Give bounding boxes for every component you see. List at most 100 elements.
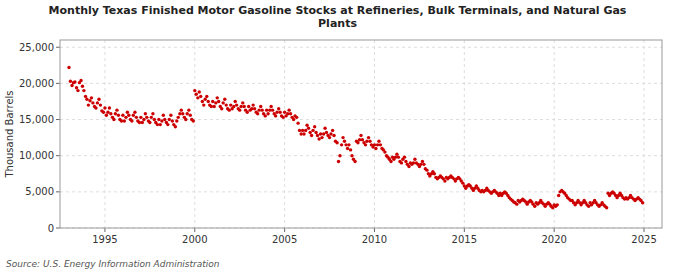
point xyxy=(76,89,79,92)
point xyxy=(253,107,256,110)
point xyxy=(144,112,147,115)
point xyxy=(340,143,343,146)
point xyxy=(515,202,518,205)
point xyxy=(132,114,135,117)
point xyxy=(168,118,171,121)
point xyxy=(407,165,410,168)
point xyxy=(251,103,254,106)
point xyxy=(269,105,272,108)
tick-mark xyxy=(56,83,60,84)
tick-mark xyxy=(284,228,285,232)
tick-label: 1995 xyxy=(92,234,117,245)
point xyxy=(443,179,446,182)
point xyxy=(220,107,223,110)
tick-mark xyxy=(104,228,105,232)
point xyxy=(217,100,220,103)
point xyxy=(169,114,172,117)
point xyxy=(425,168,428,171)
point xyxy=(82,89,85,92)
point xyxy=(377,140,380,143)
point xyxy=(180,108,183,111)
point xyxy=(203,98,206,101)
point xyxy=(105,114,108,117)
point xyxy=(228,108,231,111)
grid-line xyxy=(554,40,555,228)
point xyxy=(70,84,73,87)
point xyxy=(317,137,320,140)
point xyxy=(281,116,284,119)
point xyxy=(364,143,367,146)
point xyxy=(232,105,235,108)
point xyxy=(328,136,331,139)
point xyxy=(175,119,178,122)
point xyxy=(160,119,163,122)
point xyxy=(302,132,305,135)
point xyxy=(187,108,190,111)
point xyxy=(274,114,277,117)
grid-line xyxy=(374,40,375,228)
point xyxy=(211,100,214,103)
point xyxy=(91,101,94,104)
tick-mark xyxy=(56,228,60,229)
point xyxy=(295,116,298,119)
point xyxy=(108,106,111,109)
point xyxy=(557,194,560,197)
point xyxy=(109,112,112,115)
point xyxy=(162,114,165,117)
tick-label: 15,000 xyxy=(19,114,54,125)
point xyxy=(97,98,100,101)
point xyxy=(174,125,177,128)
point xyxy=(278,111,281,114)
axis-label: Thousand Barrels xyxy=(4,90,15,178)
point xyxy=(127,114,130,117)
point xyxy=(192,119,195,122)
grid-line xyxy=(60,47,662,48)
point xyxy=(331,129,334,132)
tick-label: 5,000 xyxy=(25,186,54,197)
point xyxy=(124,116,127,119)
point xyxy=(67,66,70,69)
point xyxy=(353,160,356,163)
point xyxy=(397,155,400,158)
point xyxy=(189,114,192,117)
point xyxy=(305,124,308,127)
grid-line xyxy=(644,40,645,228)
point xyxy=(359,134,362,137)
point xyxy=(221,101,224,104)
point xyxy=(373,143,376,146)
point xyxy=(383,150,386,153)
title-line: Monthly Texas Finished Motor Gasoline St… xyxy=(49,4,627,17)
tick-label: 2015 xyxy=(452,234,477,245)
point xyxy=(298,129,301,132)
point xyxy=(587,205,590,208)
point xyxy=(265,108,268,111)
point xyxy=(641,201,644,204)
point xyxy=(374,147,377,150)
tick-mark xyxy=(56,155,60,156)
point xyxy=(319,132,322,135)
point xyxy=(102,111,105,114)
point xyxy=(404,160,407,163)
point xyxy=(166,123,169,126)
tick-mark xyxy=(56,191,60,192)
point xyxy=(322,132,325,135)
point xyxy=(202,103,205,106)
point xyxy=(141,121,144,124)
point xyxy=(275,111,278,114)
point xyxy=(133,111,136,114)
point xyxy=(419,163,422,166)
chart: Monthly Texas Finished Motor Gasoline St… xyxy=(0,0,675,275)
point xyxy=(90,96,93,99)
point xyxy=(400,161,403,164)
point xyxy=(605,206,608,209)
point xyxy=(121,114,124,117)
point xyxy=(395,153,398,156)
point xyxy=(422,163,425,166)
point xyxy=(148,121,151,124)
point xyxy=(198,90,201,93)
tick-mark xyxy=(194,228,195,232)
point xyxy=(556,203,559,206)
tick-mark xyxy=(374,228,375,232)
point xyxy=(289,112,292,115)
point xyxy=(184,118,187,121)
